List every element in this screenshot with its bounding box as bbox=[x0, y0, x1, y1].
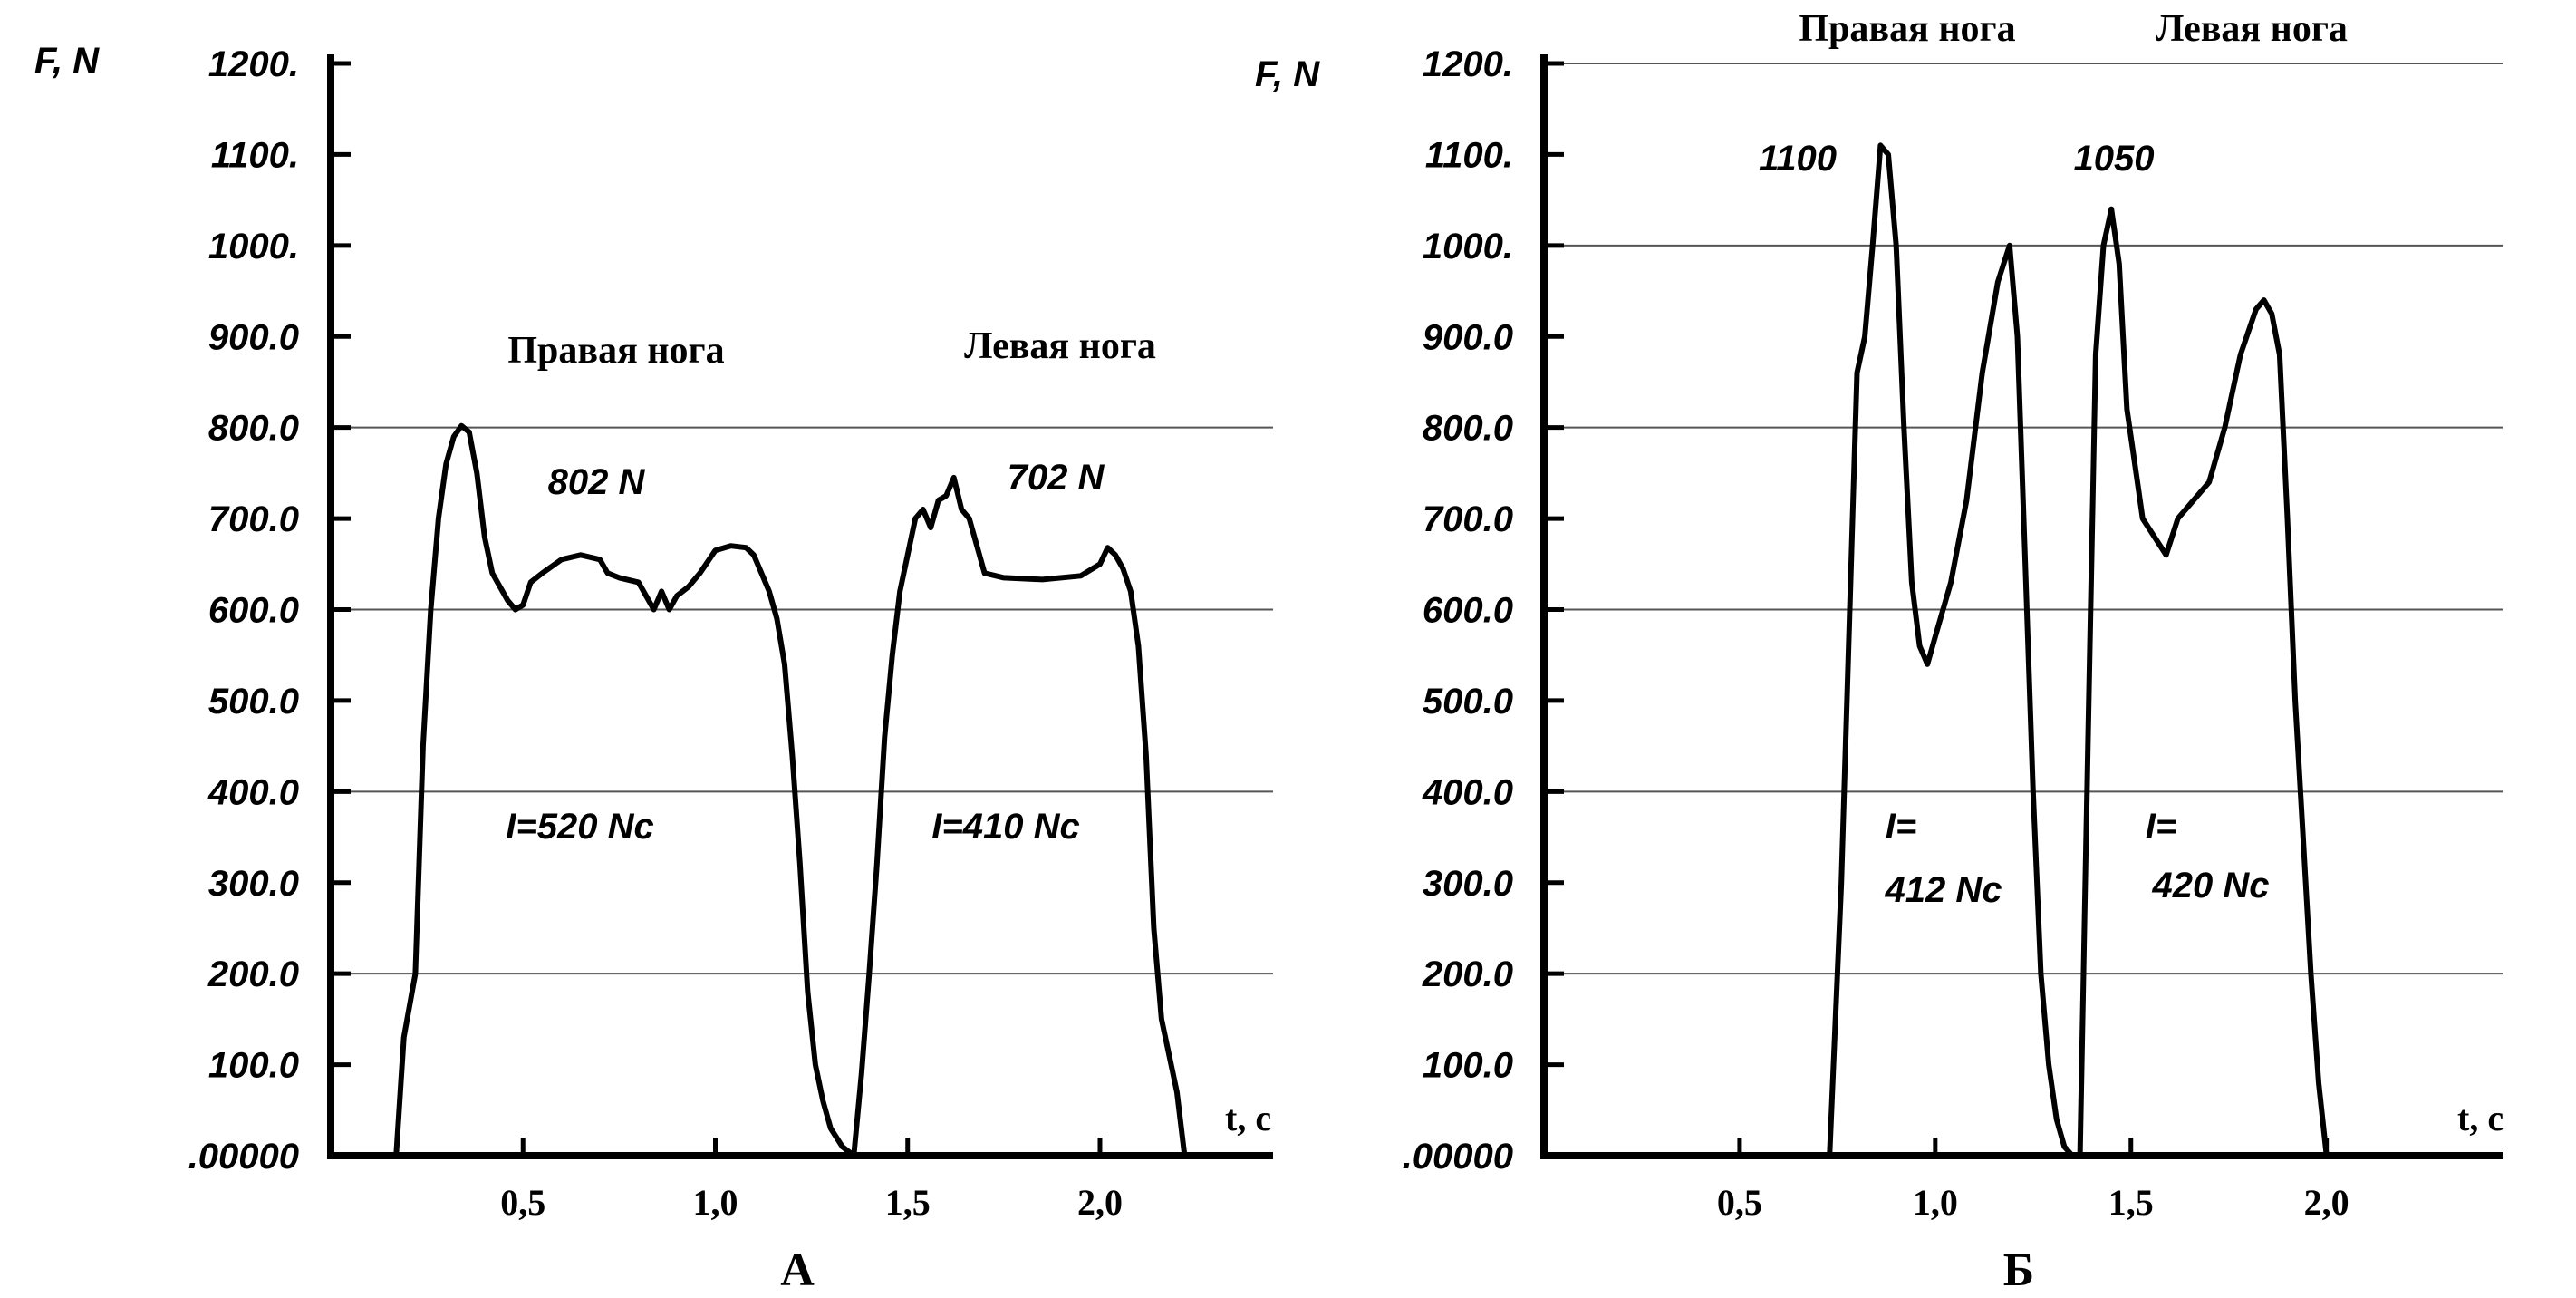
panel-label: Б bbox=[2003, 1245, 2034, 1296]
y-tick-label: .00000 bbox=[1403, 1137, 1513, 1177]
y-tick-label: 400.0 bbox=[1422, 772, 1513, 812]
y-axis-label: F, N bbox=[1255, 54, 1320, 94]
x-tick-label: 0,5 bbox=[500, 1182, 545, 1223]
y-tick-label: 200.0 bbox=[207, 954, 299, 994]
annotation-label: 1100 bbox=[1759, 139, 1837, 179]
annotation-label: I= bbox=[1886, 807, 1916, 847]
y-tick-label: 1200. bbox=[208, 44, 299, 84]
annotation-label: 702 N bbox=[1008, 458, 1105, 498]
annotation-label: I=410 Nc bbox=[931, 807, 1079, 847]
leg-label: Левая нога bbox=[2156, 8, 2348, 50]
series-line-right-leg bbox=[1827, 142, 2083, 1158]
x-axis-label: t, c bbox=[2457, 1098, 2504, 1138]
y-tick-label: 1200. bbox=[1423, 44, 1513, 84]
y-tick-label: 1000. bbox=[208, 227, 299, 266]
panel-label: А bbox=[780, 1245, 815, 1296]
x-tick-label: 2,0 bbox=[1077, 1182, 1123, 1223]
x-axis-label: t, c bbox=[1225, 1098, 1271, 1138]
y-tick-label: 900.0 bbox=[208, 317, 299, 357]
y-tick-label: 300.0 bbox=[1423, 864, 1513, 904]
x-tick-label: 1,0 bbox=[1913, 1182, 1958, 1223]
x-tick-label: 1,0 bbox=[692, 1182, 738, 1223]
leg-label: Левая нога bbox=[964, 325, 1156, 367]
y-tick-label: 900.0 bbox=[1423, 317, 1513, 357]
y-axis-label: F, N bbox=[34, 41, 100, 81]
y-tick-label: 100.0 bbox=[1423, 1046, 1513, 1086]
y-tick-label: 500.0 bbox=[1423, 682, 1513, 722]
y-tick-label: 1000. bbox=[1423, 227, 1513, 266]
annotation-label: 1050 bbox=[2074, 139, 2155, 179]
y-tick-label: 700.0 bbox=[208, 499, 299, 539]
y-tick-label: 600.0 bbox=[1423, 591, 1513, 631]
y-tick-label: 400.0 bbox=[207, 772, 299, 812]
x-tick-label: 1,5 bbox=[2108, 1182, 2154, 1223]
series-line-right-leg bbox=[393, 422, 857, 1158]
annotation-label: 412 Nc bbox=[1885, 870, 2002, 910]
y-tick-label: 800.0 bbox=[1423, 409, 1513, 449]
annotation-label: I= bbox=[2146, 807, 2176, 847]
y-tick-label: 300.0 bbox=[208, 864, 299, 904]
y-tick-label: 500.0 bbox=[208, 682, 299, 722]
y-tick-label: 700.0 bbox=[1423, 499, 1513, 539]
leg-label: Правая нога bbox=[507, 330, 724, 372]
y-tick-label: 600.0 bbox=[208, 591, 299, 631]
x-tick-label: 0,5 bbox=[1717, 1182, 1762, 1223]
series-line-left-leg bbox=[851, 474, 1188, 1158]
annotation-label: I=520 Nc bbox=[506, 807, 653, 847]
y-tick-label: .00000 bbox=[188, 1137, 299, 1177]
annotation-label: 802 N bbox=[548, 462, 646, 502]
series-line-left-leg bbox=[2077, 206, 2330, 1158]
y-tick-label: 200.0 bbox=[1422, 954, 1513, 994]
y-tick-label: 1100. bbox=[1425, 135, 1513, 175]
x-tick-label: 2,0 bbox=[2304, 1182, 2349, 1223]
y-tick-label: 1100. bbox=[211, 135, 299, 175]
y-tick-label: 800.0 bbox=[208, 409, 299, 449]
y-tick-label: 100.0 bbox=[208, 1046, 299, 1086]
x-tick-label: 1,5 bbox=[885, 1182, 931, 1223]
annotation-label: 420 Nc bbox=[2152, 866, 2270, 906]
leg-label: Правая нога bbox=[1799, 8, 2015, 50]
